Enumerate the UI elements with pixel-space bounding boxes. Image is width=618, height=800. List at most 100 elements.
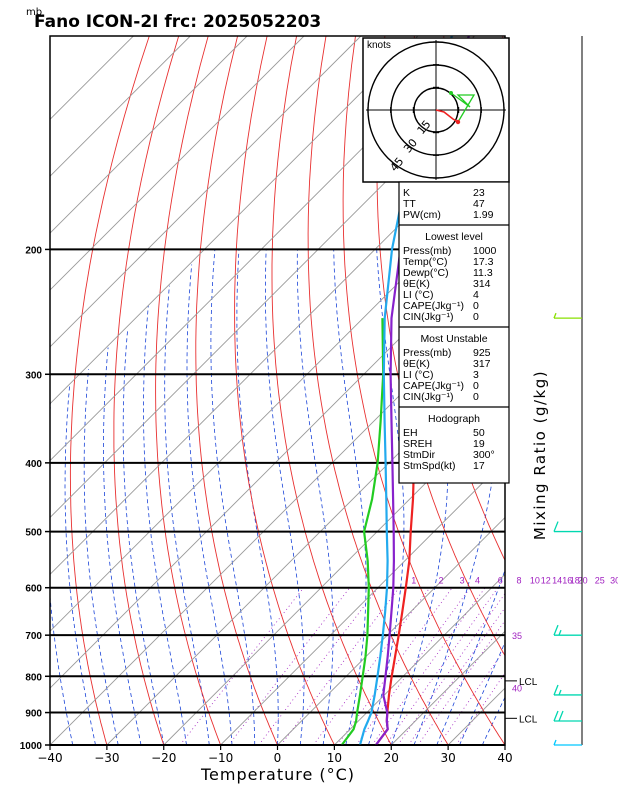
wind-barb (553, 521, 582, 533)
x-tick-label: 30 (440, 751, 455, 765)
x-tick-label: −20 (151, 751, 176, 765)
index-label: Temp(°C) (403, 256, 447, 268)
lcl-label: LCL (519, 714, 538, 725)
right-marker-label: 35 (512, 631, 522, 641)
isotherm-line (50, 36, 419, 405)
dry-adiabat (195, 36, 278, 745)
moist-adiabat (83, 369, 119, 745)
wind-barb (553, 624, 582, 636)
index-label: CIN(Jkg⁻¹) (403, 391, 453, 403)
wind-barb (553, 684, 582, 696)
barb-half-feather (558, 629, 562, 636)
isotherm-line (220, 459, 505, 745)
index-label: K (403, 187, 410, 199)
index-value: 17.3 (473, 256, 494, 268)
pressure-tick-label: 700 (25, 631, 42, 642)
index-label: LI (°C) (403, 289, 433, 301)
mixing-ratio-line (258, 587, 379, 745)
dry-adiabat (376, 36, 505, 657)
index-section-title: Hodograph (428, 413, 480, 425)
mixing-ratio-label: 10 (530, 576, 540, 586)
mixing-ratio-lines (179, 587, 505, 745)
moist-adiabat (164, 285, 210, 745)
x-tick-label: 0 (274, 751, 282, 765)
index-label: CAPE(Jkg⁻¹) (403, 380, 464, 392)
hodograph-trace-high (450, 92, 476, 123)
barb-half-feather (553, 312, 557, 319)
mixing-ratio-label: 3 (460, 576, 465, 586)
pressure-tick-label: 400 (25, 459, 42, 470)
index-label: LI (°C) (403, 369, 433, 381)
index-label: Press(mb) (403, 245, 451, 257)
index-label: θE(K) (403, 278, 430, 290)
mixing-ratio-label: 12 (541, 576, 551, 586)
index-value: 11.3 (473, 267, 493, 279)
pressure-tick-label: 200 (25, 245, 42, 256)
moist-adiabat (50, 403, 74, 745)
barb-feather (553, 710, 559, 722)
mixing-ratio-label: 1 (411, 576, 416, 586)
index-label: θE(K) (403, 358, 430, 370)
isotherm-line (277, 516, 505, 745)
index-value: 17 (473, 460, 485, 472)
pressure-tick-label: 300 (25, 370, 42, 381)
isotherm-line (562, 36, 618, 745)
isotherm-line (50, 232, 505, 689)
moist-adiabat (333, 249, 367, 745)
barb-half-feather (558, 689, 562, 696)
pressure-axis-ticks: 200 300 400 500 600 700 800 900 1000 (20, 245, 50, 752)
isotherm-line (50, 36, 134, 121)
x-tick-label: 10 (327, 751, 342, 765)
dry-adiabat (307, 36, 449, 745)
sounding-line (358, 36, 453, 745)
sounding-line (375, 36, 470, 745)
index-section-title: Most Unstable (420, 333, 487, 345)
moist-adiabat (143, 305, 187, 745)
barb-feather (553, 521, 559, 532)
isotherm-line (50, 175, 505, 632)
moist-adiabat (210, 249, 256, 745)
mixing-ratio-label: 18 (570, 576, 580, 586)
hodograph-trace-low (435, 109, 459, 123)
isotherm-line (50, 36, 248, 234)
indices-panel: K 23 TT 47 PW(cm) 1.99 Lowest level Press(mb) 10… (398, 181, 510, 484)
index-value: 0 (473, 300, 479, 312)
isotherm-line (50, 36, 475, 462)
wind-barb (553, 312, 582, 319)
dry-adiabat (69, 36, 150, 745)
pressure-tick-label: 800 (25, 672, 42, 683)
dry-adiabat (562, 36, 618, 745)
index-value: 0 (473, 380, 479, 392)
dry-adiabat (591, 36, 618, 745)
moist-adiabat (368, 249, 405, 745)
barb-half-feather (553, 739, 557, 746)
index-value: 47 (473, 198, 485, 210)
x-tick-label: −30 (94, 751, 119, 765)
x-tick-label: −10 (208, 751, 233, 765)
x-axis-label: Temperature (°C) (200, 765, 355, 784)
pressure-tick-label: 500 (25, 528, 42, 539)
index-label: CAPE(Jkg⁻¹) (403, 300, 464, 312)
isotherm-line (50, 36, 305, 291)
mixing-ratio-label: 6 (498, 576, 503, 586)
x-tick-label: 40 (497, 751, 512, 765)
dry-adiabat (271, 36, 392, 745)
moist-adiabat (236, 249, 279, 745)
mixing-ratio-label: 16 (562, 576, 572, 586)
index-label: StmSpd(kt) (403, 460, 456, 472)
pressure-unit-label: mb (26, 7, 42, 18)
background-lines (50, 36, 618, 745)
wind-barbs (553, 312, 582, 746)
right-marker-label: 40 (512, 684, 522, 694)
dry-adiabat (113, 36, 180, 745)
hodograph-point (455, 119, 461, 125)
index-value: 19 (473, 438, 485, 450)
index-section-title: Lowest level (425, 231, 483, 243)
sounding-line (340, 318, 385, 745)
index-value: 0 (473, 311, 479, 323)
barb-feather (553, 624, 559, 636)
wind-barb (553, 739, 582, 746)
pressure-tick-label: 1000 (20, 741, 43, 752)
sounding-profiles (340, 36, 470, 745)
